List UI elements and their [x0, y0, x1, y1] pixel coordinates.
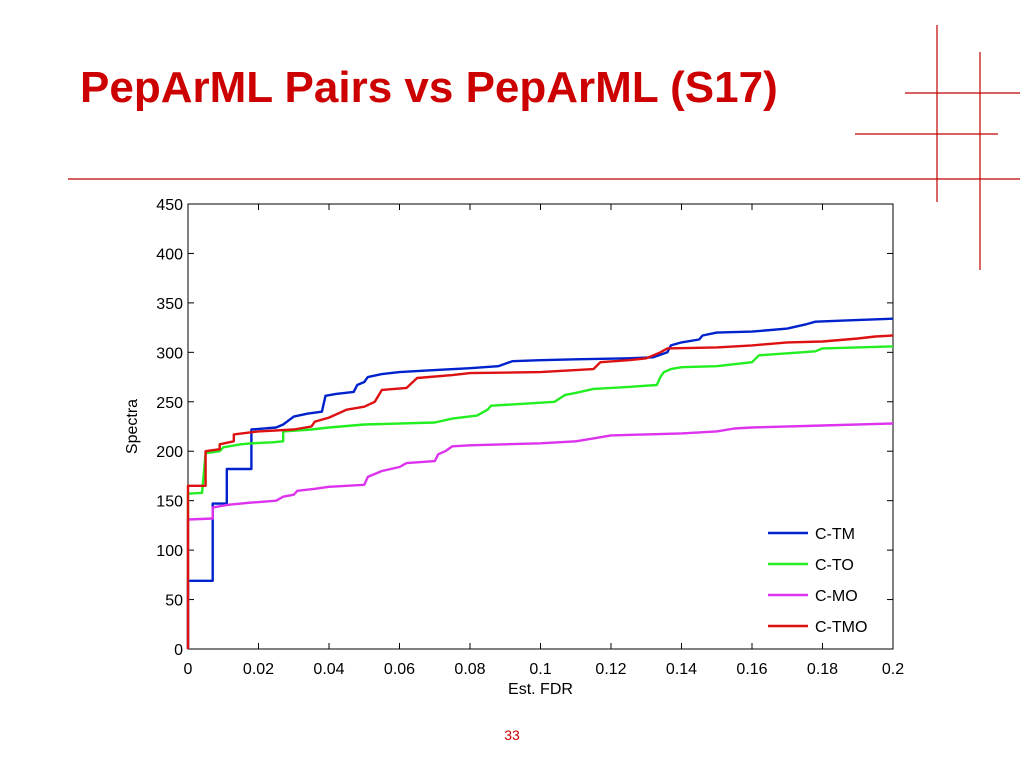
y-tick-label: 300	[156, 345, 183, 362]
x-tick-label: 0.12	[595, 661, 626, 678]
decorative-crosshair-lines	[68, 25, 1020, 270]
x-tick-label: 0.1	[529, 661, 551, 678]
series-line-c-mo	[186, 422, 894, 649]
y-tick-label: 350	[156, 296, 183, 313]
legend: C-TM C-TO C-MO C-TMO	[758, 519, 886, 636]
x-tick-label: 0.04	[313, 661, 344, 678]
y-axis-label: Spectra	[124, 399, 141, 454]
y-tick-label: 200	[156, 444, 183, 461]
x-tick-label: 0.08	[454, 661, 485, 678]
series-lines	[186, 317, 894, 649]
legend-label: C-MO	[815, 588, 858, 605]
x-tick-label: 0.02	[243, 661, 274, 678]
x-axis: 0 0.02 0.04 0.06 0.08 0.1 0.12 0.14 0.16 0.18 0.2	[184, 204, 904, 678]
x-tick-label: 0	[184, 661, 193, 678]
y-tick-label: 450	[156, 197, 183, 214]
x-tick-label: 0.06	[384, 661, 415, 678]
y-tick-label: 150	[156, 494, 183, 511]
y-axis: 0 50 100 150 200 250 300 350 400 450	[156, 197, 893, 659]
y-tick-label: 0	[174, 642, 183, 659]
page-number: 33	[504, 727, 520, 743]
legend-label: C-TO	[815, 557, 854, 574]
x-tick-label: 0.2	[882, 661, 904, 678]
legend-label: C-TM	[815, 526, 855, 543]
x-axis-label: Est. FDR	[508, 681, 573, 698]
x-tick-label: 0.16	[736, 661, 767, 678]
x-tick-label: 0.18	[807, 661, 838, 678]
series-line-c-to	[186, 345, 894, 649]
slide-title: PepArML Pairs vs PepArML (S17)	[80, 63, 778, 112]
y-tick-label: 400	[156, 246, 183, 263]
chart: 0 0.02 0.04 0.06 0.08 0.1 0.12 0.14 0.16 0.18 0.2 …	[124, 197, 904, 698]
y-tick-label: 250	[156, 395, 183, 412]
y-tick-label: 100	[156, 543, 183, 560]
series-line-c-tmo	[186, 334, 894, 649]
x-tick-label: 0.14	[666, 661, 697, 678]
legend-box	[758, 519, 886, 635]
y-tick-label: 50	[165, 593, 183, 610]
legend-label: C-TMO	[815, 619, 867, 636]
